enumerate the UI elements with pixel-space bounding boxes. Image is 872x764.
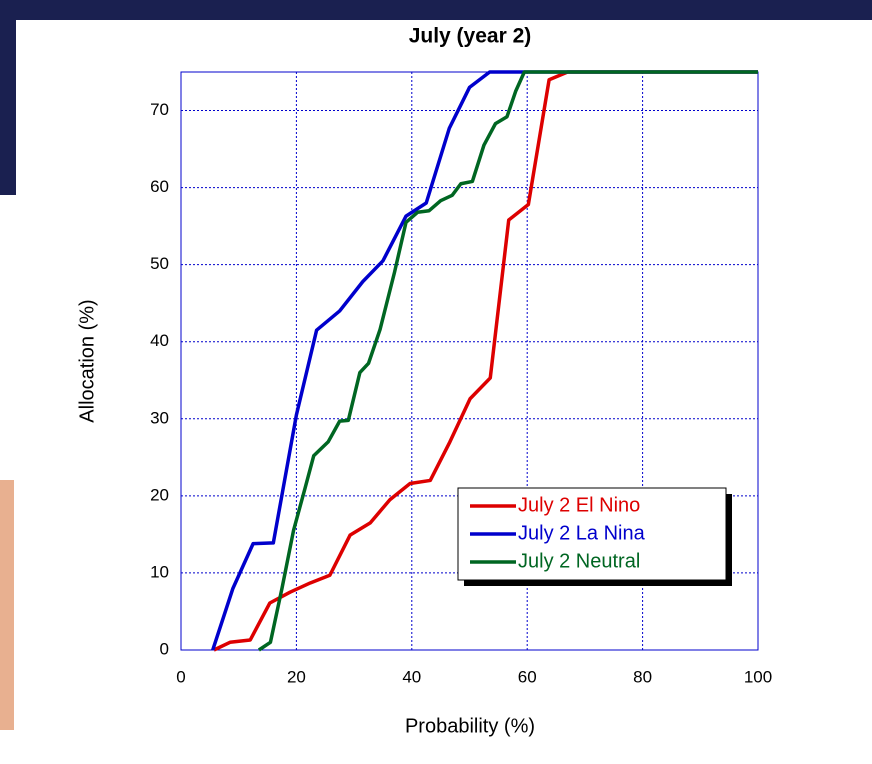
x-tick-label: 20 bbox=[287, 667, 306, 686]
y-tick-label: 0 bbox=[160, 639, 169, 658]
y-axis-label: Allocation (%) bbox=[76, 299, 98, 422]
y-tick-label: 40 bbox=[150, 331, 169, 350]
legend-label: July 2 La Nina bbox=[518, 522, 646, 544]
slide-band bbox=[0, 0, 16, 195]
x-tick-label: 100 bbox=[744, 667, 772, 686]
x-tick-label: 0 bbox=[176, 667, 185, 686]
x-tick-label: 40 bbox=[402, 667, 421, 686]
x-tick-label: 60 bbox=[518, 667, 537, 686]
legend-label: July 2 Neutral bbox=[518, 550, 640, 572]
y-tick-label: 10 bbox=[150, 562, 169, 581]
legend-label: July 2 El Nino bbox=[518, 494, 640, 516]
y-tick-label: 50 bbox=[150, 254, 169, 273]
x-axis-label: Probability (%) bbox=[405, 715, 535, 737]
y-tick-label: 30 bbox=[150, 408, 169, 427]
chart-title: July (year 2) bbox=[409, 25, 532, 48]
chart: July (year 2) Probability (%) Allocation… bbox=[0, 0, 872, 764]
slide-image bbox=[0, 480, 14, 730]
y-tick-label: 60 bbox=[150, 177, 169, 196]
y-tick-label: 70 bbox=[150, 100, 169, 119]
slide-band bbox=[0, 0, 872, 20]
y-tick-label: 20 bbox=[150, 485, 169, 504]
x-tick-label: 80 bbox=[633, 667, 652, 686]
background bbox=[0, 0, 872, 764]
